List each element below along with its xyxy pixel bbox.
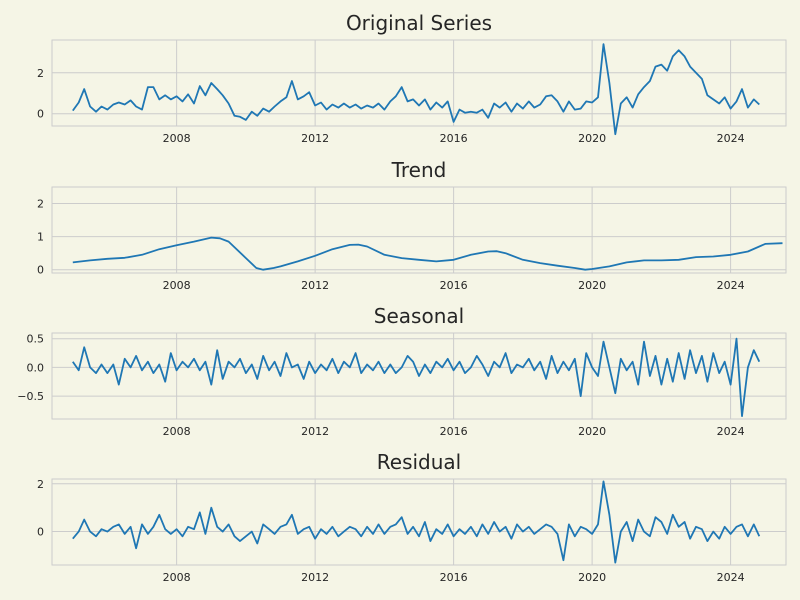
panel-title: Original Series [346, 11, 492, 35]
y-tick-label: 2 [37, 198, 44, 211]
panel-4: Residual 2008 2012 2016 2020 2024 0 2 [37, 450, 787, 584]
x-tick-label: 2012 [301, 132, 329, 145]
x-tick-label: 2012 [301, 571, 329, 584]
y-tick-label: 0.5 [27, 333, 45, 346]
plot-frame [51, 39, 787, 127]
x-tick-label: 2016 [440, 571, 468, 584]
y-tick-label: 1 [37, 231, 44, 244]
panel-title: Seasonal [374, 304, 464, 328]
plot-frame [51, 332, 787, 420]
x-tick-label: 2012 [301, 425, 329, 438]
panel-2: Trend 2008 2012 2016 2020 2024 0 1 2 [37, 158, 787, 292]
x-tick-label: 2012 [301, 279, 329, 292]
series-line [72, 480, 761, 564]
y-tick-label: 0.0 [27, 361, 45, 374]
x-tick-label: 2008 [163, 571, 191, 584]
x-tick-label: 2008 [163, 279, 191, 292]
x-tick-label: 2016 [440, 132, 468, 145]
x-tick-label: 2016 [440, 279, 468, 292]
x-tick-label: 2008 [163, 425, 191, 438]
plot-frame [51, 186, 787, 274]
y-tick-label: 2 [37, 478, 44, 491]
x-tick-label: 2024 [717, 132, 745, 145]
y-tick-label: −0.5 [17, 390, 44, 403]
panel-1: Original Series 2008 2012 2016 2020 2024 0 2 [37, 11, 787, 145]
x-tick-label: 2020 [578, 132, 606, 145]
x-tick-label: 2020 [578, 425, 606, 438]
panel-title: Trend [391, 158, 447, 182]
x-tick-label: 2024 [717, 571, 745, 584]
plot-frame [51, 478, 787, 566]
x-tick-label: 2024 [717, 425, 745, 438]
panel-3: Seasonal 2008 2012 2016 2020 2024 −0.5 0.0 0.5 [17, 304, 787, 438]
y-tick-label: 0 [37, 264, 44, 277]
series-line [72, 337, 761, 417]
y-tick-label: 0 [37, 526, 44, 539]
series-line [72, 236, 783, 271]
series-line [72, 43, 760, 136]
y-tick-label: 0 [37, 108, 44, 121]
panel-title: Residual [377, 450, 461, 474]
x-tick-label: 2024 [717, 279, 745, 292]
y-tick-label: 2 [37, 67, 44, 80]
x-tick-label: 2008 [163, 132, 191, 145]
x-tick-label: 2020 [578, 571, 606, 584]
x-tick-label: 2020 [578, 279, 606, 292]
x-tick-label: 2016 [440, 425, 468, 438]
